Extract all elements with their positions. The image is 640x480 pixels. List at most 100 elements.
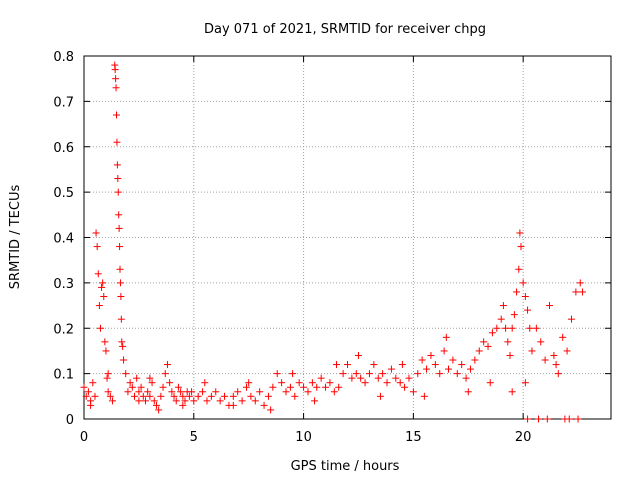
- data-point: [493, 324, 501, 332]
- data-point: [354, 351, 362, 359]
- data-point: [92, 229, 100, 237]
- data-point: [116, 243, 124, 251]
- data-point: [578, 288, 586, 296]
- data-point: [100, 292, 108, 300]
- data-point: [282, 388, 290, 396]
- data-point: [157, 392, 165, 400]
- data-point: [515, 265, 523, 273]
- data-point: [229, 392, 237, 400]
- data-point: [82, 392, 90, 400]
- data-point: [146, 374, 154, 382]
- data-point: [458, 361, 466, 369]
- data-point: [436, 370, 444, 378]
- data-point: [161, 370, 169, 378]
- data-point: [188, 388, 196, 396]
- data-point: [115, 224, 123, 232]
- data-point: [260, 401, 268, 409]
- data-point: [278, 379, 286, 387]
- data-point: [170, 392, 178, 400]
- data-point: [118, 338, 126, 346]
- data-point: [409, 388, 417, 396]
- data-point: [537, 338, 545, 346]
- data-point: [576, 279, 584, 287]
- data-point: [141, 397, 149, 405]
- data-point: [199, 388, 207, 396]
- data-point: [99, 279, 107, 287]
- y-tick-label: 0.2: [53, 322, 74, 337]
- data-point: [190, 397, 198, 405]
- data-point: [317, 374, 325, 382]
- data-point: [117, 292, 125, 300]
- data-point: [497, 315, 505, 323]
- x-axis-label: GPS time / hours: [291, 459, 400, 474]
- data-point: [172, 397, 180, 405]
- data-point: [524, 415, 532, 423]
- data-point: [112, 75, 120, 83]
- data-point: [543, 415, 551, 423]
- data-point: [414, 370, 422, 378]
- data-point: [330, 388, 338, 396]
- data-point: [526, 324, 534, 332]
- data-point: [93, 243, 101, 251]
- data-point: [486, 379, 494, 387]
- data-point: [352, 370, 360, 378]
- data-point: [541, 356, 549, 364]
- data-point: [401, 383, 409, 391]
- data-point: [357, 374, 365, 382]
- data-point: [420, 392, 428, 400]
- data-point: [109, 397, 117, 405]
- data-point: [466, 365, 474, 373]
- data-point: [135, 388, 143, 396]
- data-point: [273, 370, 281, 378]
- data-point: [286, 383, 294, 391]
- y-tick-label: 0.3: [53, 277, 74, 292]
- x-tick-label: 0: [80, 430, 88, 445]
- data-point: [326, 379, 334, 387]
- y-tick-labels: 0 0.1 0.2 0.3 0.4 0.5 0.6 0.7 0.8: [53, 50, 74, 428]
- data-point: [344, 361, 351, 369]
- data-point: [245, 379, 253, 387]
- data-point: [471, 356, 479, 364]
- data-point: [462, 374, 470, 382]
- data-point: [181, 397, 189, 405]
- x-tick-label: 15: [405, 430, 422, 445]
- data-point: [440, 347, 448, 355]
- data-point: [194, 392, 202, 400]
- data-point: [212, 388, 220, 396]
- data-point: [80, 383, 88, 391]
- y-tick-label: 0.6: [53, 141, 74, 156]
- data-point: [308, 379, 316, 387]
- data-point: [546, 302, 554, 310]
- data-point: [95, 302, 103, 310]
- data-point: [383, 379, 391, 387]
- x-tick-label: 20: [515, 430, 532, 445]
- data-point: [256, 388, 264, 396]
- data-point: [431, 361, 439, 369]
- data-point: [114, 188, 122, 196]
- y-tick-label: 0.1: [53, 368, 74, 383]
- data-point: [126, 379, 134, 387]
- data-point: [221, 392, 229, 400]
- data-point: [370, 361, 378, 369]
- data-point: [365, 370, 373, 378]
- data-point: [119, 342, 127, 350]
- data-point: [103, 374, 111, 382]
- data-point: [519, 279, 527, 287]
- data-point: [532, 324, 540, 332]
- data-point: [101, 338, 109, 346]
- data-point: [499, 302, 507, 310]
- data-point: [155, 406, 163, 414]
- data-point: [146, 392, 154, 400]
- y-tick-label: 0: [66, 413, 74, 428]
- data-point: [201, 379, 209, 387]
- data-point: [513, 288, 521, 296]
- data-point: [137, 383, 145, 391]
- data-point: [114, 175, 122, 183]
- data-point: [87, 401, 95, 409]
- data-point: [521, 379, 529, 387]
- data-point: [502, 324, 510, 332]
- data-point: [313, 383, 321, 391]
- data-point: [179, 401, 187, 409]
- data-point: [405, 374, 413, 382]
- data-point: [291, 392, 299, 400]
